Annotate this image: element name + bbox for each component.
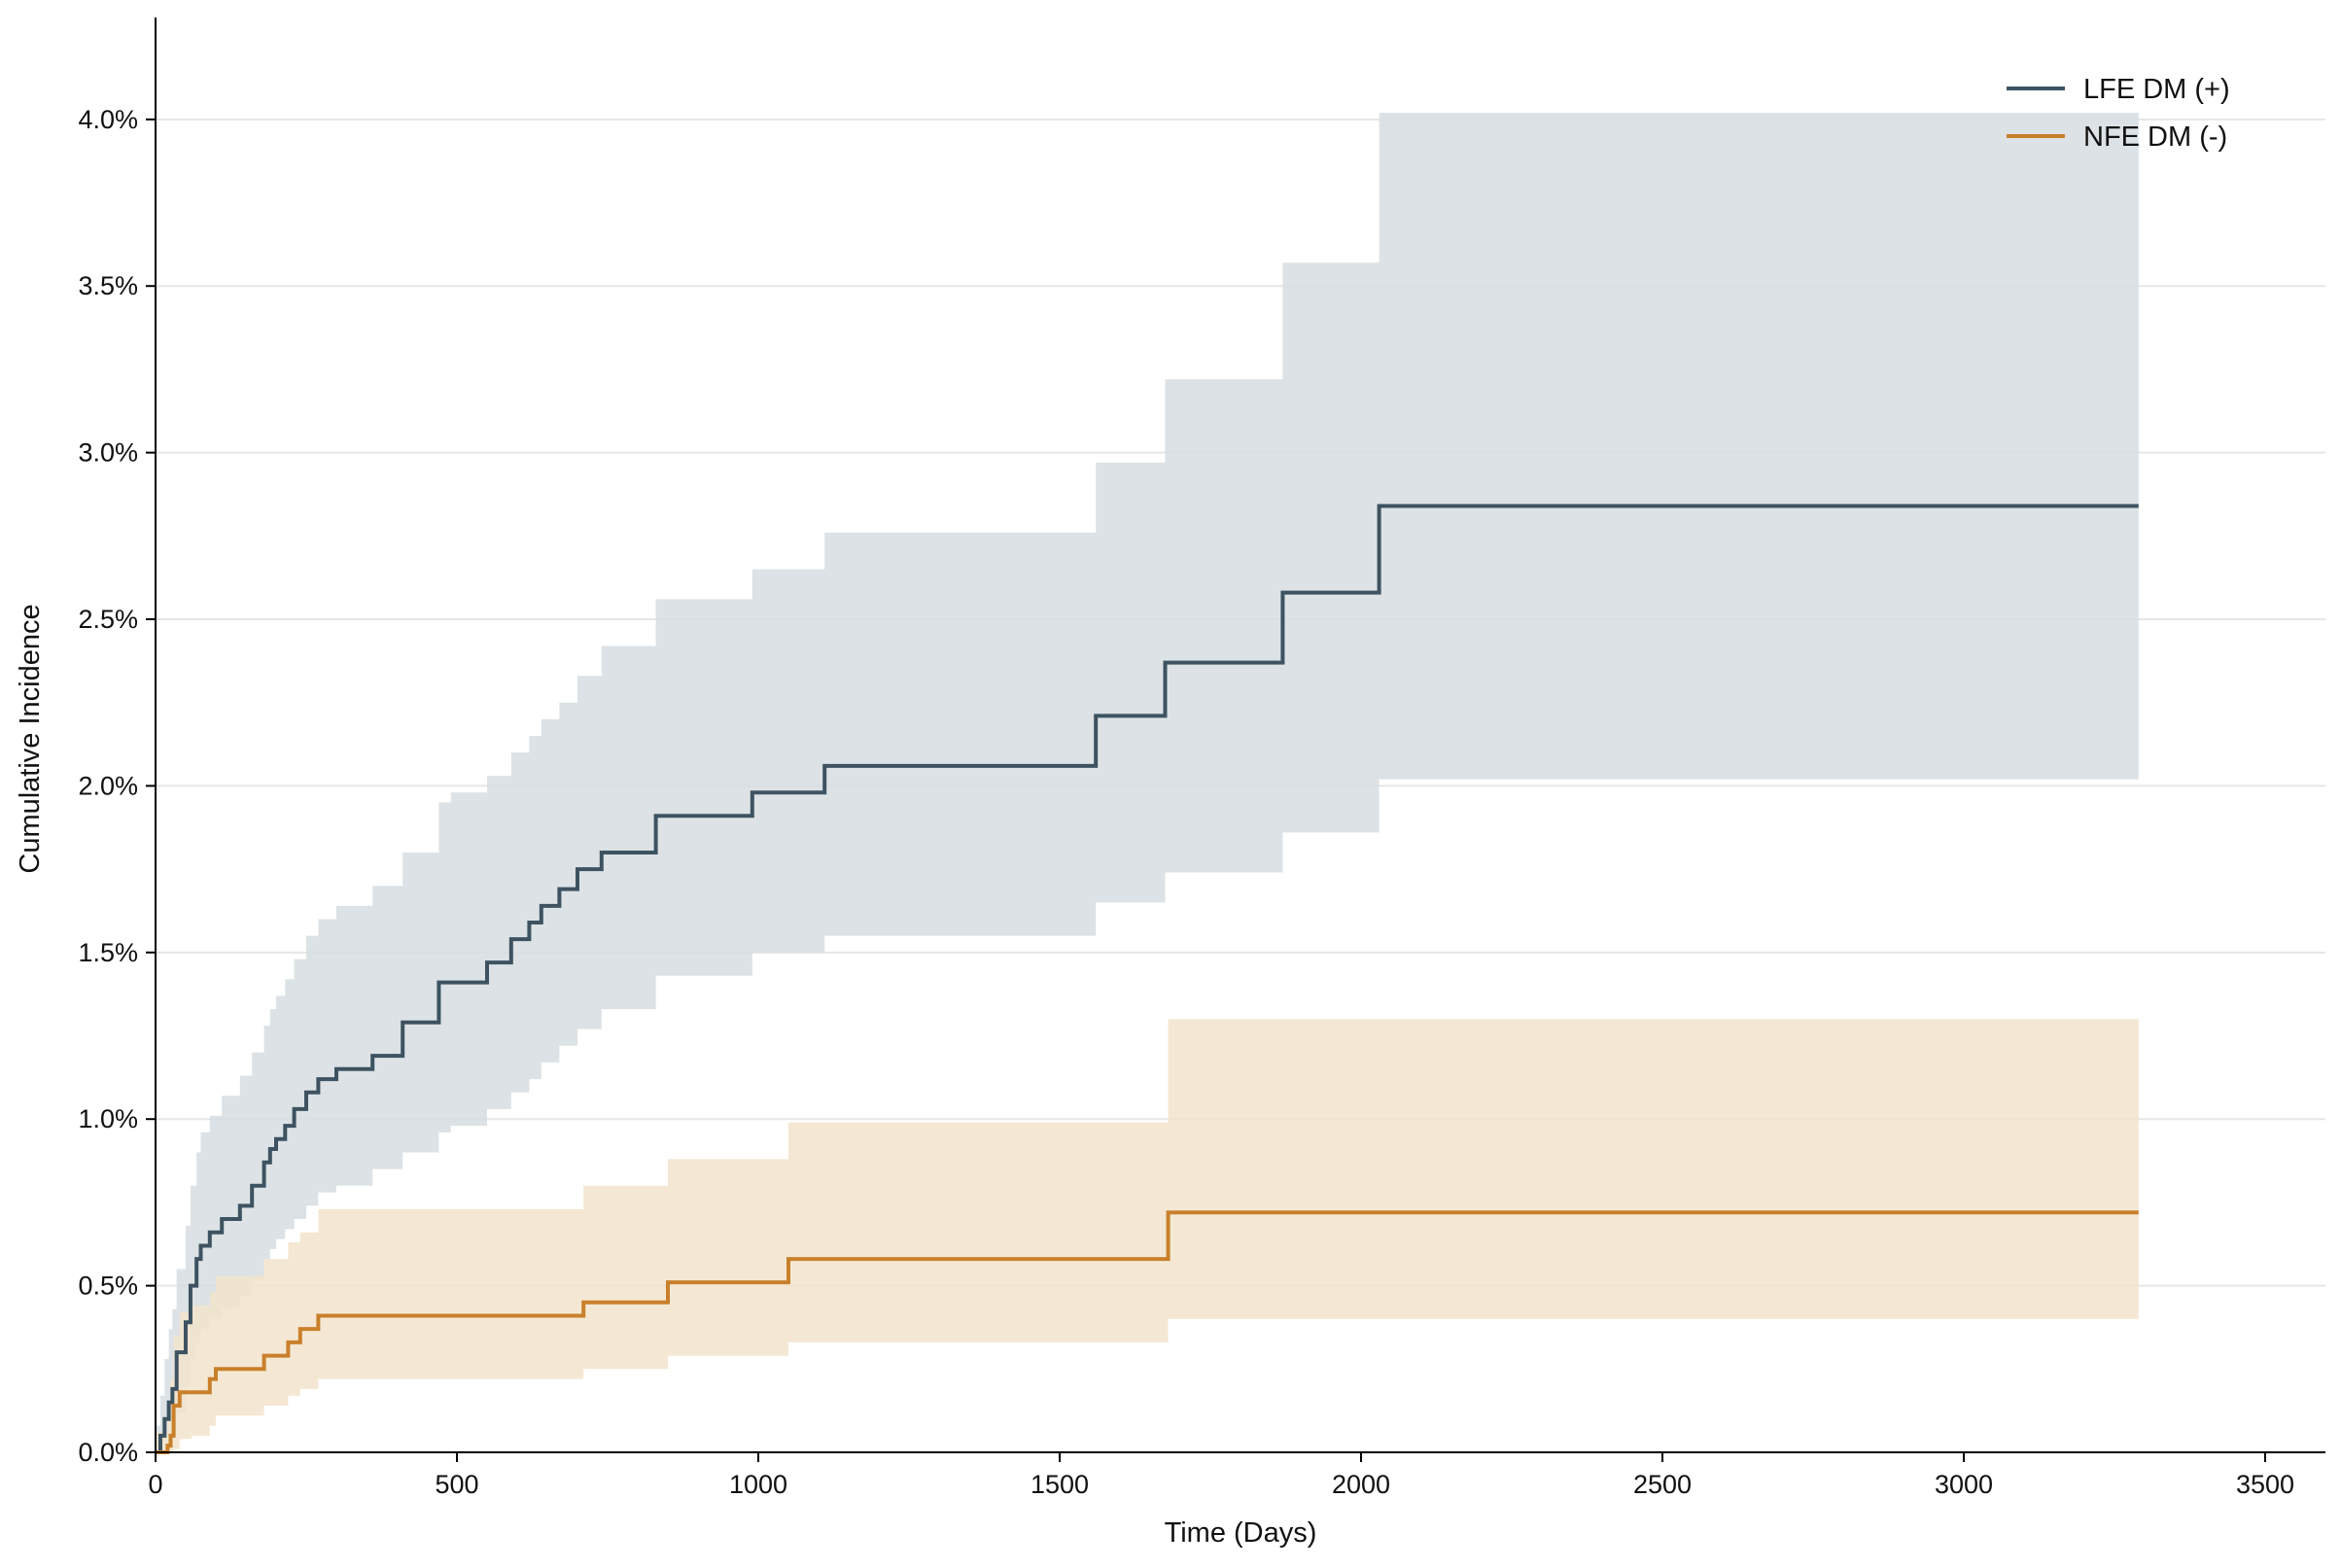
- confidence-band-0: [156, 112, 2139, 1452]
- x-tick-label-3: 1500: [1031, 1470, 1089, 1499]
- legend-label-0: LFE DM (+): [2083, 74, 2230, 105]
- x-tick-label-0: 0: [148, 1470, 162, 1499]
- y-tick-label-4: 2.0%: [78, 771, 138, 800]
- y-tick-label-7: 3.5%: [78, 271, 138, 300]
- y-axis-ticks: 0.0% 0.5% 1.0% 1.5% 2.0% 2.5% 3.0% 3.5% 4.0%: [78, 105, 156, 1467]
- x-tick-label-4: 2000: [1332, 1470, 1390, 1499]
- x-tick-label-7: 3500: [2236, 1470, 2294, 1499]
- series-lines: [156, 504, 2139, 1454]
- legend: LFE DM (+) NFE DM (-): [2007, 74, 2230, 153]
- y-tick-label-0: 0.0%: [78, 1438, 138, 1467]
- legend-label-1: NFE DM (-): [2083, 122, 2227, 153]
- confidence-bands: [156, 112, 2139, 1452]
- series-line-1: [156, 1210, 2139, 1454]
- confidence-band-1: [156, 1019, 2139, 1452]
- y-tick-label-2: 1.0%: [78, 1104, 138, 1133]
- y-tick-label-6: 3.0%: [78, 438, 138, 468]
- x-tick-label-5: 2500: [1633, 1470, 1692, 1499]
- x-axis-ticks: 0 500 1000 1500 2000 2500 3000 3500: [148, 1452, 2294, 1499]
- x-tick-label-2: 1000: [729, 1470, 787, 1499]
- series-line-0: [156, 504, 2139, 1454]
- x-tick-label-6: 3000: [1935, 1470, 1993, 1499]
- y-tick-label-1: 0.5%: [78, 1272, 138, 1301]
- x-axis-title: Time (Days): [1165, 1517, 1317, 1549]
- y-tick-label-3: 1.5%: [78, 938, 138, 967]
- x-tick-label-1: 500: [435, 1470, 478, 1499]
- y-axis-title: Cumulative Incidence: [15, 604, 46, 873]
- y-tick-label-5: 2.5%: [78, 605, 138, 634]
- y-tick-label-8: 4.0%: [78, 105, 138, 134]
